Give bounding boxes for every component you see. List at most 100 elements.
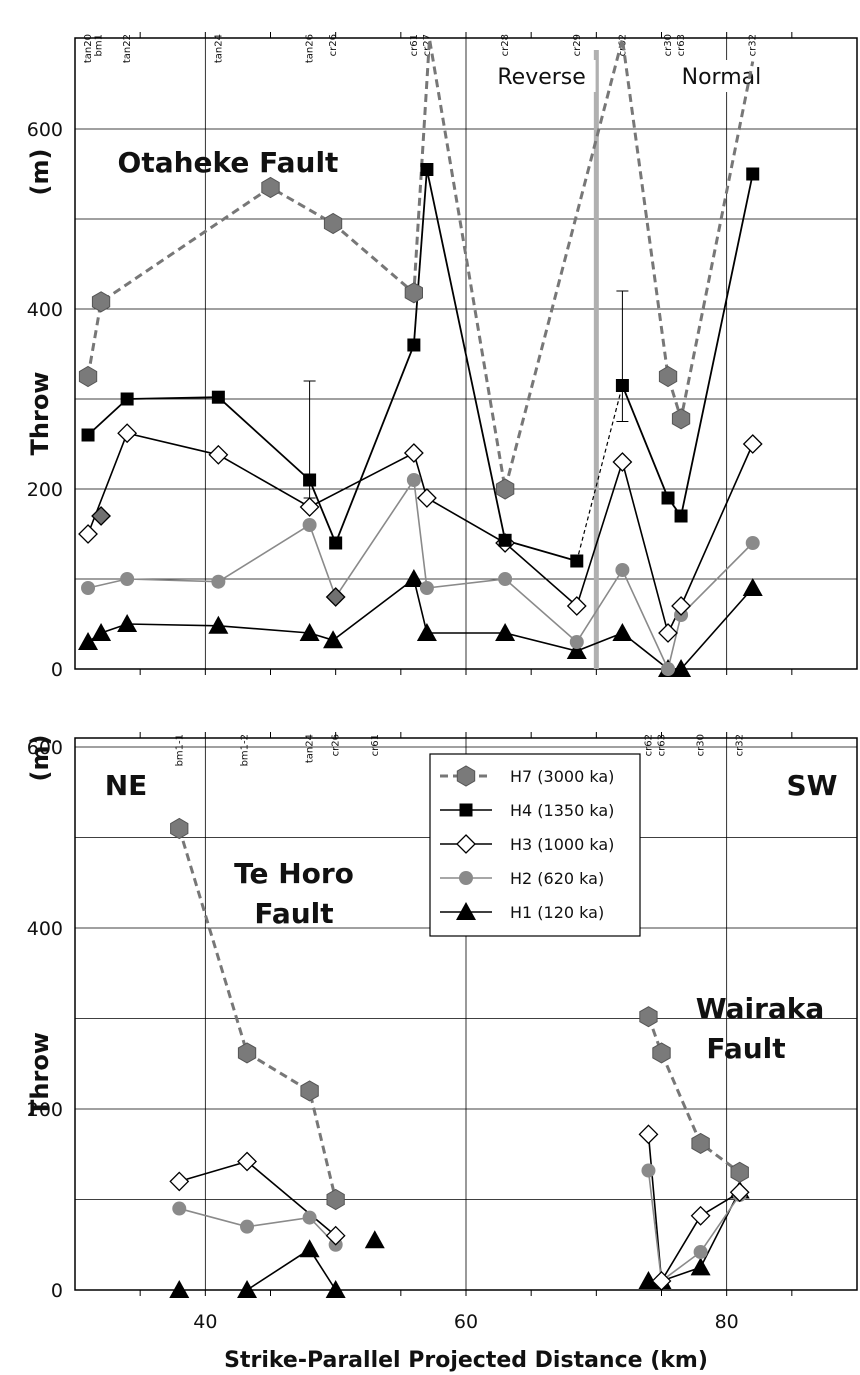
series-polyline xyxy=(179,1207,337,1246)
data-point-square xyxy=(498,533,512,547)
well-label: cr61 xyxy=(370,734,381,756)
y-tick-label: 400 xyxy=(27,299,63,321)
data-point-square xyxy=(420,163,434,176)
data-point-circle xyxy=(498,572,513,586)
data-point-triangle xyxy=(416,623,437,641)
data-point-square xyxy=(746,167,760,181)
data-point-square xyxy=(81,428,95,442)
data-point-triangle xyxy=(169,1280,190,1298)
data-point-diamond xyxy=(612,452,633,472)
well-label: cr32 xyxy=(735,734,746,756)
data-point-circle xyxy=(615,563,630,577)
data-point-diamond xyxy=(117,423,138,444)
data-point-circle xyxy=(693,1244,708,1259)
legend-entry: H3 (1000 ka) xyxy=(510,835,614,854)
data-point-hexagon xyxy=(404,282,423,304)
well-label: tan24 xyxy=(305,734,316,763)
well-label: tan22 xyxy=(122,34,133,63)
legend-marker-circle xyxy=(459,871,473,885)
data-point-square xyxy=(570,554,584,568)
well-label: tan26 xyxy=(305,34,316,63)
y-tick-label: 0 xyxy=(51,1280,63,1302)
series-segment xyxy=(680,173,754,517)
data-point-triangle xyxy=(208,615,229,634)
data-point-circle xyxy=(240,1219,255,1234)
data-point-triangle xyxy=(325,1280,346,1298)
data-point-diamond xyxy=(566,596,587,616)
series-segment xyxy=(308,479,337,544)
data-point-triangle xyxy=(495,623,516,641)
legend-entry: H2 (620 ka) xyxy=(510,869,604,888)
series-segment xyxy=(412,169,428,346)
fault-label-wairaka-2: Fault xyxy=(706,1032,785,1065)
series-segment xyxy=(87,398,128,436)
data-point-circle xyxy=(172,1201,187,1216)
data-point-diamond xyxy=(299,497,320,517)
well-label: cr32 xyxy=(748,34,759,56)
data-point-circle xyxy=(569,635,584,649)
data-point-diamond xyxy=(91,506,111,526)
data-point-hexagon xyxy=(78,365,98,388)
series-segment xyxy=(576,385,623,562)
well-label: tan24 xyxy=(213,34,224,63)
x-tick-label: 80 xyxy=(715,1311,739,1333)
well-label: cr63 xyxy=(657,734,668,756)
legend: H7 (3000 ka) H4 (1350 ka) H3 (1000 ka) H2 (… xyxy=(429,753,641,937)
series-segment xyxy=(217,396,311,481)
data-point-circle xyxy=(302,518,317,532)
y-axis-unit: (m) xyxy=(26,149,54,196)
legend-marker-square xyxy=(459,803,473,817)
series-polyline xyxy=(648,1190,741,1282)
data-point-circle xyxy=(661,662,676,676)
data-point-circle xyxy=(641,1163,656,1178)
well-label: cr61 xyxy=(409,34,420,56)
fault-label-wairaka-1: Wairaka xyxy=(696,992,825,1025)
fault-label-otaheke: Otaheke Fault xyxy=(118,146,339,179)
data-point-triangle xyxy=(690,1257,711,1276)
x-tick-label: 60 xyxy=(454,1311,478,1333)
data-point-triangle xyxy=(566,641,587,659)
series-line-4 xyxy=(87,577,754,669)
data-point-triangle xyxy=(299,623,320,641)
data-point-hexagon xyxy=(658,365,678,388)
y-tick-label: 200 xyxy=(27,1099,63,1121)
y-tick-label: 400 xyxy=(27,918,63,940)
well-label: cr29 xyxy=(572,34,583,56)
y-tick-label: 0 xyxy=(51,659,63,681)
data-point-hexagon xyxy=(237,1042,257,1064)
well-label: bm1 xyxy=(93,34,104,56)
x-axis-label: Strike-Parallel Projected Distance (km) xyxy=(224,1348,708,1373)
series-line-1 xyxy=(87,169,754,562)
data-point-circle xyxy=(211,574,226,589)
series-polyline xyxy=(86,38,755,490)
data-point-circle xyxy=(302,1210,317,1225)
x-tick-label: 40 xyxy=(193,1311,217,1333)
y-tick-label: 600 xyxy=(27,737,63,759)
data-point-diamond xyxy=(729,1182,750,1203)
data-point-triangle xyxy=(323,630,344,649)
data-point-diamond xyxy=(651,1271,672,1291)
data-point-circle xyxy=(419,581,434,595)
well-label: tan20 xyxy=(83,34,94,63)
well-label: cr28 xyxy=(500,34,511,56)
data-point-diamond xyxy=(208,444,229,465)
data-point-diamond xyxy=(237,1151,257,1172)
well-label: cr63 xyxy=(676,34,687,56)
data-point-square xyxy=(407,338,421,352)
well-label: cr26 xyxy=(331,734,342,756)
data-point-diamond xyxy=(742,434,763,454)
y-axis-unit: (m) xyxy=(26,735,54,782)
data-point-triangle xyxy=(117,614,138,632)
well-label: cr62 xyxy=(643,734,654,756)
data-point-square xyxy=(615,379,629,392)
data-point-diamond xyxy=(325,1225,346,1246)
fault-label-tehoro-1: Te Horo xyxy=(234,857,354,890)
well-label: bm1-2 xyxy=(239,734,250,766)
data-point-diamond xyxy=(416,488,437,508)
data-point-diamond xyxy=(403,443,424,463)
series-polyline xyxy=(87,577,754,669)
data-point-triangle xyxy=(78,632,99,650)
data-point-hexagon xyxy=(639,1006,658,1028)
data-point-square xyxy=(661,491,675,505)
